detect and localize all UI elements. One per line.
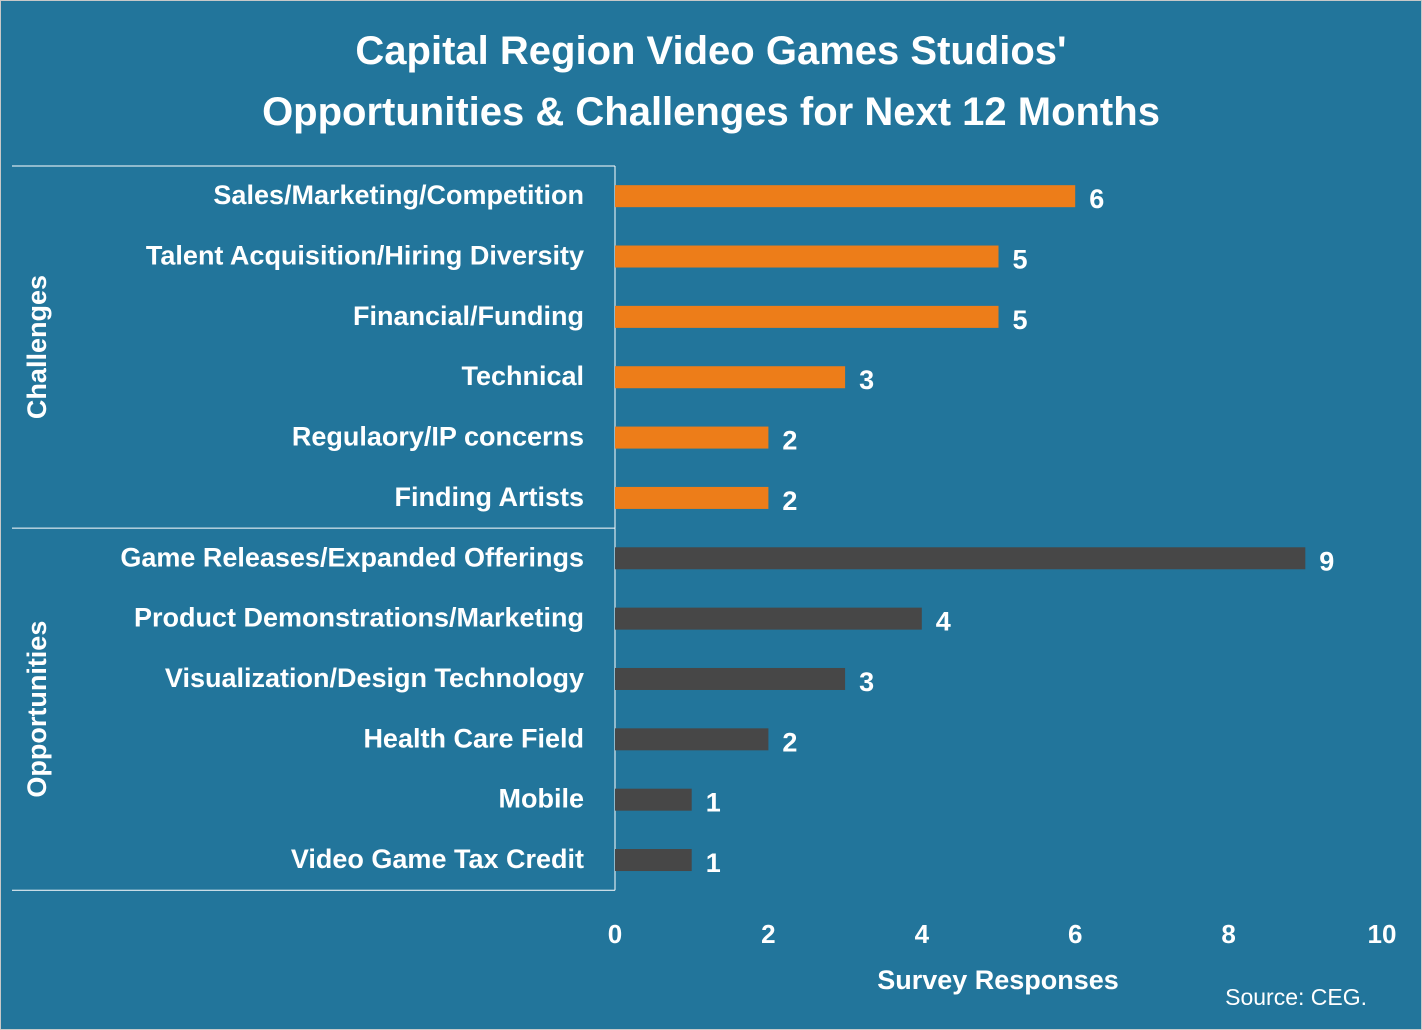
x-axis-title: Survey Responses xyxy=(877,965,1119,995)
category-group-frames: Challenges Opportunities xyxy=(12,165,616,891)
data-label: 6 xyxy=(1089,184,1104,214)
data-label: 2 xyxy=(782,727,797,757)
data-label: 3 xyxy=(859,667,874,697)
group-label-opportunities: Opportunities xyxy=(22,621,52,798)
category-label: Product Demonstrations/Marketing xyxy=(134,603,584,633)
data-label: 3 xyxy=(859,365,874,395)
x-tick-label: 2 xyxy=(761,919,775,949)
data-label: 2 xyxy=(782,426,797,456)
bar-opportunities xyxy=(615,667,846,690)
group-label-challenges: Challenges xyxy=(22,275,52,419)
bar-challenges xyxy=(615,486,769,509)
bar-challenges xyxy=(615,426,769,449)
category-label: Sales/Marketing/Competition xyxy=(213,180,584,210)
data-label: 4 xyxy=(936,607,951,637)
x-axis-ticks: 0 2 4 6 8 10 xyxy=(608,919,1397,949)
data-label: 9 xyxy=(1319,546,1334,576)
bar-challenges xyxy=(615,305,999,328)
bar-challenges xyxy=(615,185,1076,208)
x-tick-label: 6 xyxy=(1068,919,1082,949)
bar-opportunities xyxy=(615,547,1306,570)
category-label: Video Game Tax Credit xyxy=(291,844,584,874)
category-label: Technical xyxy=(461,361,584,391)
category-label: Game Releases/Expanded Offerings xyxy=(120,542,584,572)
x-tick-label: 10 xyxy=(1368,919,1397,949)
bar-challenges xyxy=(615,366,846,389)
category-label: Financial/Funding xyxy=(353,301,584,331)
bar-marks: Sales/Marketing/Competition 6 Talent Acqui… xyxy=(120,180,1334,878)
category-label: Mobile xyxy=(499,784,585,814)
chart-title-line-1: Capital Region Video Games Studios' xyxy=(355,29,1066,73)
category-label: Finding Artists xyxy=(395,482,585,512)
category-label: Regulaory/IP concerns xyxy=(292,422,584,452)
data-label: 5 xyxy=(1013,245,1028,275)
bar-opportunities xyxy=(615,849,692,872)
data-label: 1 xyxy=(706,848,721,878)
category-label: Visualization/Design Technology xyxy=(165,663,584,693)
bar-challenges xyxy=(615,245,999,268)
category-label: Health Care Field xyxy=(363,723,584,753)
data-label: 1 xyxy=(706,788,721,818)
data-label: 2 xyxy=(782,486,797,516)
bar-opportunities xyxy=(615,607,922,630)
category-label: Talent Acquisition/Hiring Diversity xyxy=(146,241,584,271)
x-tick-label: 0 xyxy=(608,919,622,949)
x-tick-label: 8 xyxy=(1221,919,1235,949)
x-tick-label: 4 xyxy=(915,919,930,949)
chart-title-line-2: Opportunities & Challenges for Next 12 M… xyxy=(262,90,1160,134)
bar-opportunities xyxy=(615,728,769,751)
bar-opportunities xyxy=(615,788,692,811)
data-label: 5 xyxy=(1013,305,1028,335)
source-note: Source: CEG. xyxy=(1225,984,1367,1010)
